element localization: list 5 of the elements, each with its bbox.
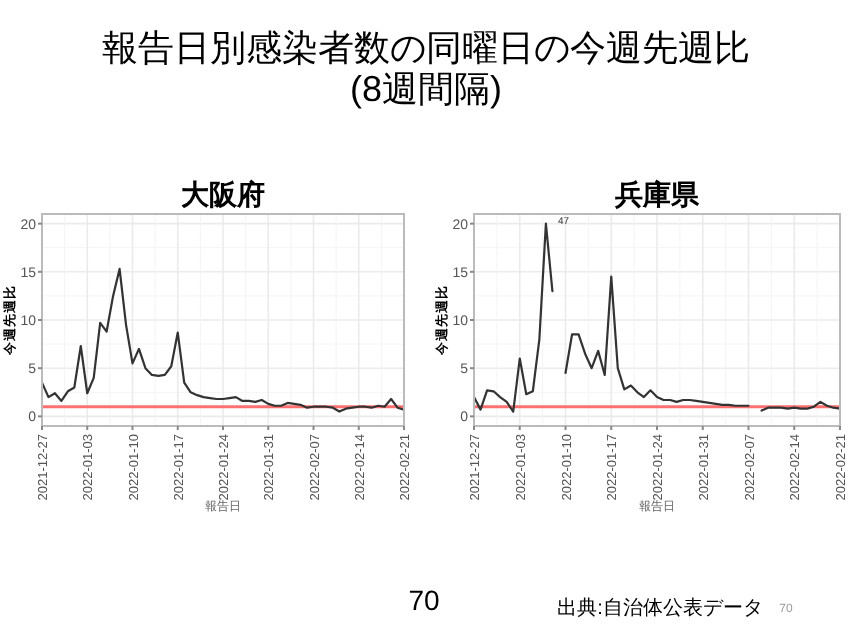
chart-title: 兵庫県 xyxy=(613,178,701,210)
source-note: 出典:自治体公表データ xyxy=(557,596,763,620)
chart-title: 大阪府 xyxy=(181,178,265,210)
text: 報告日別感染者数の同曜日の今週先週比 (8週間隔) xyxy=(102,28,750,110)
text: 70 xyxy=(408,584,440,616)
